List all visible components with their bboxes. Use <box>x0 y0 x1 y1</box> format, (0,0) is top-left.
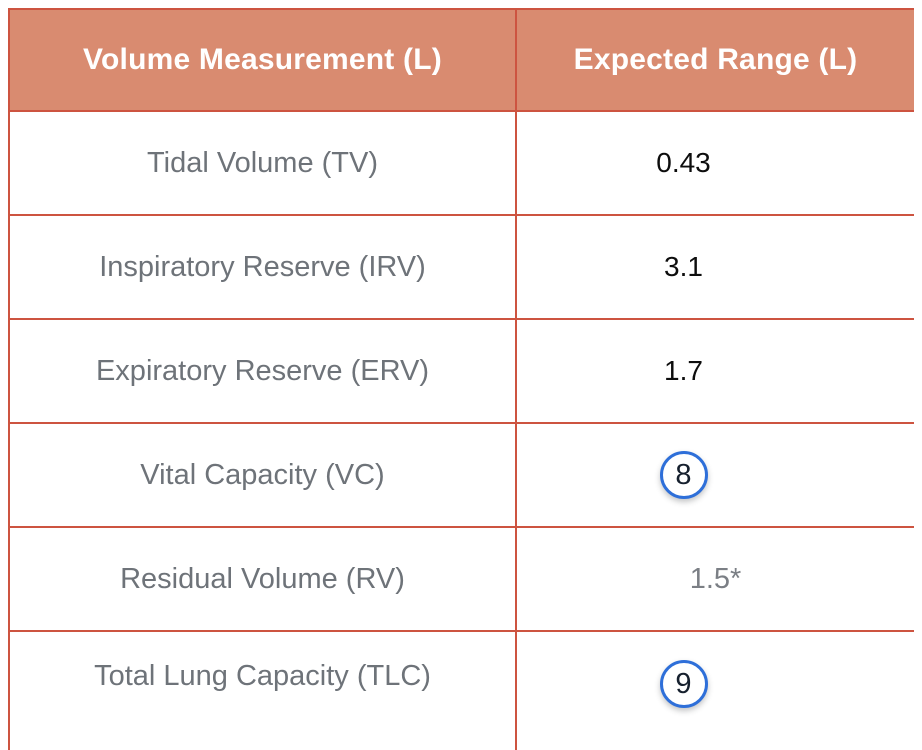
table-row-total-lung-capacity: Total Lung Capacity (TLC) 9 <box>8 630 914 750</box>
answer-bubble-9[interactable]: 9 <box>659 660 708 708</box>
answer-bubble-8[interactable]: 8 <box>659 451 708 499</box>
row-value-cell-total-lung-capacity: 9 <box>515 630 914 750</box>
lung-volumes-table-container: Volume Measurement (L) Expected Range (L… <box>8 8 914 750</box>
column-header-expected-range: Expected Range (L) <box>515 8 914 112</box>
answer-value-tidal-volume: 0.43 <box>656 147 711 178</box>
table-row-vital-capacity: Vital Capacity (VC) 8 <box>8 422 914 528</box>
row-label-tidal-volume: Tidal Volume (TV) <box>8 110 517 216</box>
row-value-cell-vital-capacity: 8 <box>515 422 914 528</box>
table-header-row: Volume Measurement (L) Expected Range (L… <box>8 8 914 112</box>
static-value-residual-volume: 1.5* <box>689 562 742 595</box>
table-row-expiratory-reserve: Expiratory Reserve (ERV) 1.7 <box>8 318 914 424</box>
row-value-cell-tidal-volume: 0.43 <box>515 110 914 216</box>
answer-value-expiratory-reserve: 1.7 <box>664 355 703 386</box>
row-value-cell-residual-volume: 1.5* <box>515 526 914 632</box>
table-row-residual-volume: Residual Volume (RV) 1.5* <box>8 526 914 632</box>
row-label-inspiratory-reserve: Inspiratory Reserve (IRV) <box>8 214 517 320</box>
row-label-residual-volume: Residual Volume (RV) <box>8 526 517 632</box>
row-label-total-lung-capacity: Total Lung Capacity (TLC) <box>8 630 517 750</box>
row-label-vital-capacity: Vital Capacity (VC) <box>8 422 517 528</box>
answer-value-inspiratory-reserve: 3.1 <box>664 251 703 282</box>
row-value-cell-inspiratory-reserve: 3.1 <box>515 214 914 320</box>
row-value-cell-expiratory-reserve: 1.7 <box>515 318 914 424</box>
table-row-tidal-volume: Tidal Volume (TV) 0.43 <box>8 110 914 216</box>
column-header-volume-measurement: Volume Measurement (L) <box>8 8 517 112</box>
table-row-inspiratory-reserve: Inspiratory Reserve (IRV) 3.1 <box>8 214 914 320</box>
lung-volumes-table: Volume Measurement (L) Expected Range (L… <box>8 8 914 750</box>
row-label-expiratory-reserve: Expiratory Reserve (ERV) <box>8 318 517 424</box>
